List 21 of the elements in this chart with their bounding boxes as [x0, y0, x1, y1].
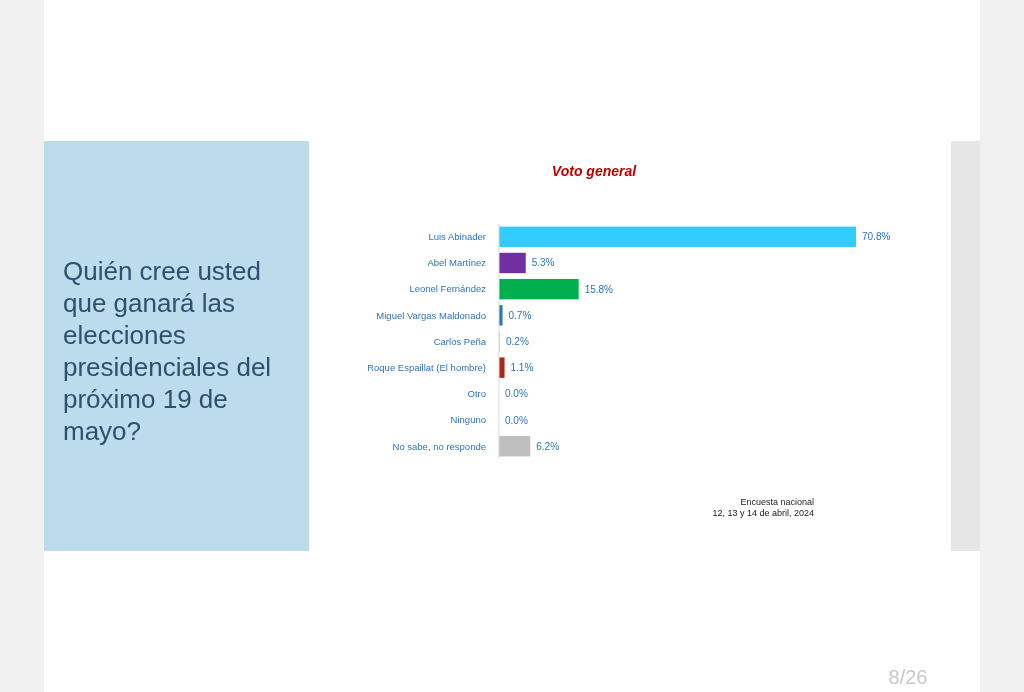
- data-label: 0.2%: [506, 336, 529, 347]
- data-label: 0.7%: [508, 309, 532, 321]
- chart-title: Voto general: [551, 163, 638, 179]
- data-label: 1.1%: [510, 362, 534, 374]
- data-label: 0.0%: [505, 414, 528, 426]
- data-label: 6.2%: [536, 440, 560, 452]
- y-tick-label: Carlos Peña: [433, 335, 487, 347]
- y-tick-label: Abel Martínez: [427, 257, 487, 269]
- y-tick-label: Ninguno: [450, 414, 486, 426]
- data-label: 15.8%: [584, 283, 614, 295]
- y-tick-label: No sabe, no responde: [392, 440, 486, 452]
- data-label: 70.8%: [862, 231, 891, 243]
- y-tick-label: Luis Abinader: [428, 231, 486, 243]
- y-tick-label: Roque Espaillat (El hombre): [367, 361, 486, 373]
- data-label: 0.0%: [505, 388, 528, 400]
- text: Quién cree usted que ganará las elecciones presidenciales del próximo 19 de mayo?: [63, 256, 272, 446]
- y-tick-label: Leonel Fernández: [409, 283, 487, 295]
- y-tick-label: Miguel Vargas Maldonado: [376, 309, 486, 321]
- data-label: 5.3%: [531, 257, 555, 269]
- y-tick-label: Otro: [467, 388, 486, 400]
- text: Encuesta nacional 12, 13 y 14 de abril, 2024: [712, 497, 814, 518]
